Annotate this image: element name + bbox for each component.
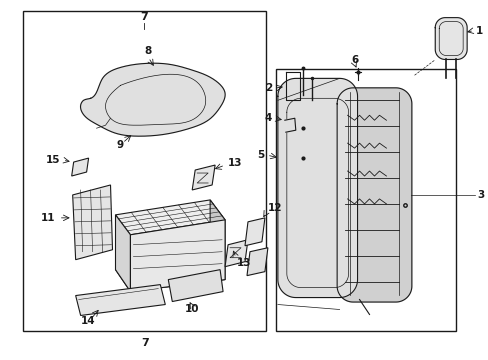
Polygon shape	[285, 118, 295, 132]
Text: 12: 12	[267, 203, 282, 213]
Polygon shape	[81, 63, 224, 136]
Text: 11: 11	[41, 213, 56, 223]
Polygon shape	[72, 158, 88, 176]
Polygon shape	[224, 240, 247, 267]
Text: 2: 2	[264, 84, 271, 93]
Polygon shape	[244, 218, 264, 246]
Polygon shape	[336, 88, 411, 302]
Polygon shape	[23, 12, 266, 330]
Polygon shape	[276, 69, 455, 330]
Text: 7: 7	[140, 12, 148, 22]
Polygon shape	[192, 165, 215, 190]
Polygon shape	[246, 248, 267, 276]
Text: 9: 9	[117, 140, 124, 150]
Polygon shape	[434, 18, 466, 59]
Text: 14: 14	[81, 316, 96, 327]
Text: 8: 8	[144, 45, 152, 55]
Polygon shape	[210, 200, 224, 280]
Polygon shape	[130, 220, 224, 292]
Text: 13: 13	[237, 258, 251, 268]
Text: 4: 4	[264, 113, 271, 123]
Polygon shape	[73, 185, 112, 260]
Text: 7: 7	[141, 338, 148, 348]
Polygon shape	[277, 78, 357, 298]
Polygon shape	[168, 270, 223, 302]
Text: 15: 15	[46, 155, 61, 165]
Text: 6: 6	[350, 55, 358, 66]
Text: 1: 1	[475, 26, 482, 36]
Text: 3: 3	[476, 190, 483, 200]
Polygon shape	[76, 285, 165, 315]
Text: 13: 13	[227, 158, 242, 168]
Polygon shape	[115, 215, 130, 292]
Polygon shape	[115, 258, 224, 292]
Text: 5: 5	[257, 150, 264, 160]
Polygon shape	[115, 200, 224, 235]
Text: 10: 10	[184, 305, 199, 315]
